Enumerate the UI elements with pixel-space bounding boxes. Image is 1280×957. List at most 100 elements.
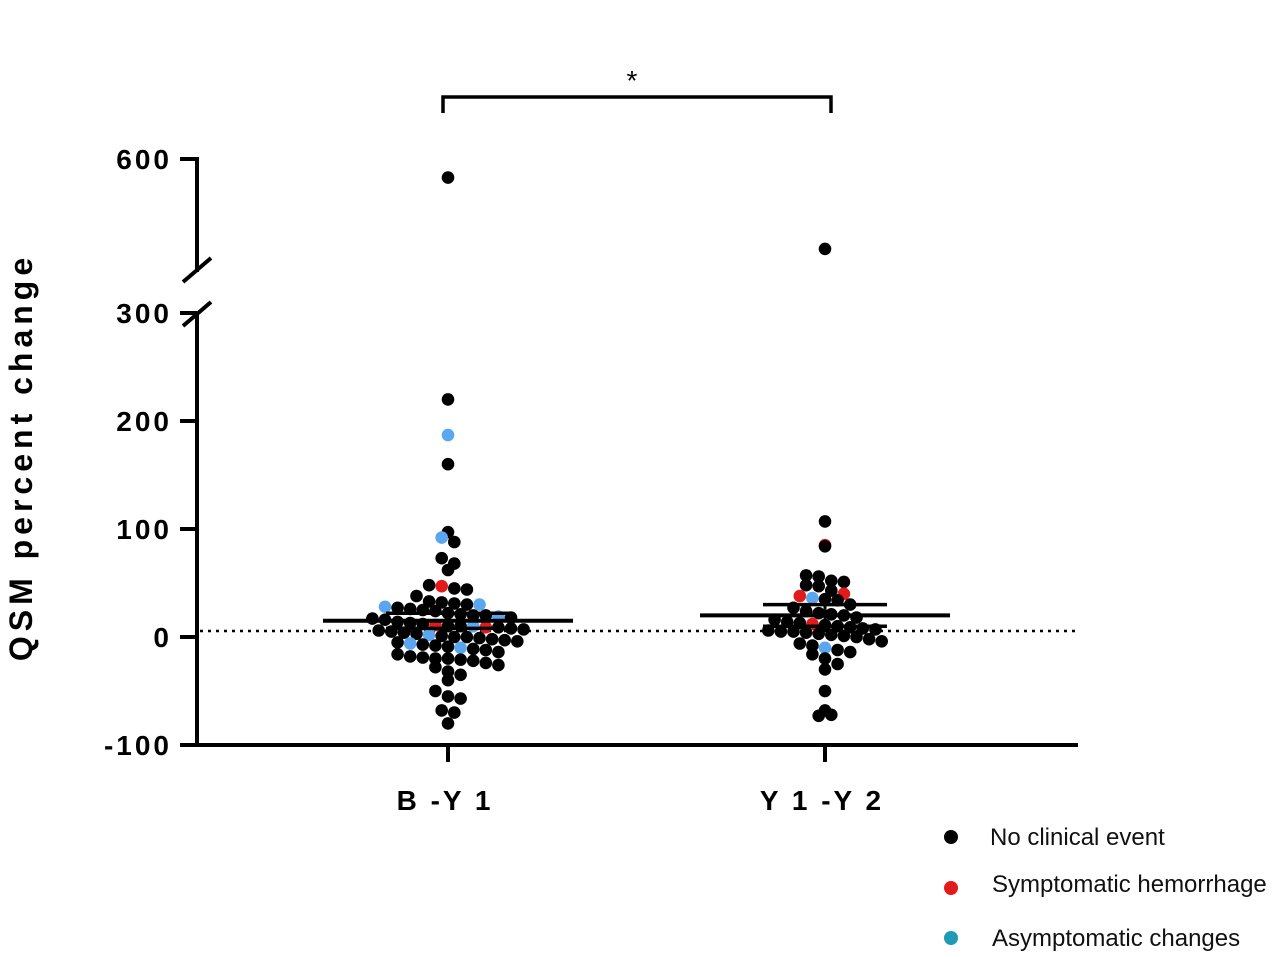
data-point-none — [460, 630, 474, 644]
data-point-none — [441, 652, 455, 665]
y-tick-label: 100 — [116, 514, 172, 545]
data-point-asymptomatic — [435, 531, 449, 544]
data-point-none — [825, 628, 838, 642]
data-point-none — [441, 673, 455, 687]
y-tick-label: 200 — [116, 406, 172, 437]
data-point-none — [862, 632, 876, 646]
data-point-none — [492, 658, 505, 672]
data-point-none — [422, 578, 436, 592]
y-tick-label: 600 — [116, 144, 172, 175]
data-point-none — [831, 643, 844, 657]
x-category-label: Y 1 -Y 2 — [760, 785, 884, 816]
data-point-none — [441, 563, 455, 577]
data-point-none — [448, 630, 461, 644]
data-point-none — [448, 706, 461, 719]
data-point-none — [825, 708, 838, 722]
data-point-asymptomatic — [441, 428, 455, 442]
data-point-none — [837, 575, 851, 589]
data-point-none — [441, 171, 455, 184]
data-point-none — [391, 601, 404, 615]
data-point-none — [429, 604, 442, 618]
data-point-none — [498, 633, 512, 647]
data-point-asymptomatic — [422, 628, 436, 642]
legend-label: No clinical event — [990, 824, 1165, 851]
data-point-none — [448, 535, 461, 549]
data-point-none — [391, 648, 404, 661]
data-point-none — [787, 625, 800, 638]
legend-marker-no-clinical-event — [944, 830, 958, 844]
data-point-none — [416, 651, 430, 664]
y-axis-label: QSM percent change — [3, 253, 39, 661]
axis-break-mark-upper — [181, 256, 213, 284]
mean-error-layer — [323, 602, 950, 631]
x-category-label: B -Y 1 — [397, 785, 494, 816]
data-point-none — [818, 663, 832, 676]
data-point-none — [812, 709, 825, 723]
legend-label: Symptomatic hemorrhage — [992, 871, 1267, 898]
legend-marker-symptomatic-hemorrhage — [944, 881, 958, 895]
y-tick-label: 0 — [153, 622, 172, 653]
data-point-none — [818, 515, 832, 528]
data-points-layer — [366, 171, 888, 730]
data-point-none — [441, 393, 455, 406]
y-tick-label: 300 — [116, 298, 172, 329]
data-point-asymptomatic — [806, 591, 819, 605]
data-point-none — [806, 648, 819, 661]
data-point-none — [416, 638, 430, 651]
data-point-none — [410, 627, 423, 641]
data-point-none — [454, 653, 467, 666]
data-point-none — [818, 684, 832, 698]
data-point-none — [466, 642, 480, 656]
data-point-none — [825, 574, 838, 588]
data-point-asymptomatic — [378, 600, 392, 614]
data-point-none — [504, 622, 518, 635]
data-point-asymptomatic — [454, 641, 467, 655]
data-point-none — [435, 551, 449, 565]
data-point-asymptomatic — [473, 598, 486, 611]
data-point-none — [473, 631, 486, 645]
data-point-none — [818, 242, 832, 256]
data-point-none — [441, 717, 455, 730]
data-point-none — [799, 569, 813, 582]
data-point-none — [812, 570, 825, 583]
data-point-none — [818, 592, 832, 606]
data-point-none — [410, 589, 423, 603]
data-point-none — [479, 656, 493, 670]
data-point-none — [441, 457, 455, 471]
significance-bracket — [441, 95, 833, 113]
data-point-none — [812, 579, 825, 593]
data-point-none — [837, 629, 851, 643]
data-point-none — [366, 612, 379, 625]
data-point-none — [799, 626, 813, 639]
data-point-none — [774, 625, 788, 638]
data-point-none — [435, 629, 449, 643]
data-point-none — [799, 578, 813, 592]
data-point-asymptomatic — [403, 637, 417, 650]
data-point-symptomatic — [793, 589, 807, 603]
data-point-none — [485, 632, 499, 646]
data-point-asymptomatic — [818, 641, 832, 655]
data-point-symptomatic — [435, 579, 449, 593]
data-point-none — [448, 582, 461, 595]
data-point-none — [454, 668, 467, 682]
data-point-none — [391, 636, 404, 649]
legend-marker-asymptomatic-changes — [944, 931, 958, 945]
data-point-none — [466, 654, 480, 668]
data-point-none — [429, 684, 442, 698]
legend: No clinical event Symptomatic hemorrhage… — [944, 824, 1267, 952]
data-point-none — [441, 690, 455, 703]
data-point-none — [818, 652, 832, 665]
data-point-none — [448, 597, 461, 610]
y-tick-label: -100 — [104, 730, 172, 761]
data-point-none — [517, 623, 530, 636]
data-point-none — [831, 657, 844, 671]
data-point-none — [875, 635, 888, 648]
data-point-none — [812, 606, 825, 620]
data-point-none — [806, 639, 819, 652]
data-point-none — [372, 624, 386, 637]
data-point-none — [793, 637, 807, 650]
data-point-none — [460, 583, 474, 596]
data-point-none — [479, 643, 493, 657]
data-point-none — [454, 692, 467, 705]
